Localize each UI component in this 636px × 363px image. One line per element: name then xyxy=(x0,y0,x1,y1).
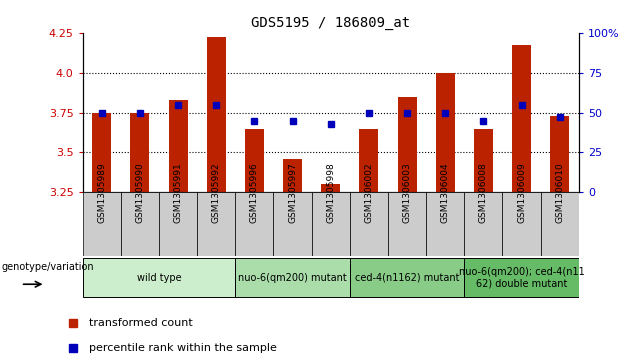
Text: nuo-6(qm200); ced-4(n11
62) double mutant: nuo-6(qm200); ced-4(n11 62) double mutan… xyxy=(459,267,584,289)
Text: transformed count: transformed count xyxy=(89,318,193,328)
Bar xyxy=(550,116,569,192)
Text: GSM1305990: GSM1305990 xyxy=(135,162,144,223)
FancyBboxPatch shape xyxy=(541,192,579,256)
Text: wild type: wild type xyxy=(137,273,181,283)
Title: GDS5195 / 186809_at: GDS5195 / 186809_at xyxy=(251,16,410,30)
FancyBboxPatch shape xyxy=(464,192,502,256)
Text: ced-4(n1162) mutant: ced-4(n1162) mutant xyxy=(355,273,459,283)
Text: GSM1305996: GSM1305996 xyxy=(250,162,259,223)
Bar xyxy=(321,184,340,192)
Bar xyxy=(283,159,302,192)
Bar xyxy=(436,73,455,192)
Text: GSM1305989: GSM1305989 xyxy=(97,162,106,223)
Text: GSM1305998: GSM1305998 xyxy=(326,162,335,223)
FancyBboxPatch shape xyxy=(312,192,350,256)
Text: GSM1306008: GSM1306008 xyxy=(479,162,488,223)
FancyBboxPatch shape xyxy=(235,192,273,256)
Text: GSM1305991: GSM1305991 xyxy=(174,162,183,223)
FancyBboxPatch shape xyxy=(235,258,350,297)
Text: GSM1306002: GSM1306002 xyxy=(364,162,373,223)
Text: percentile rank within the sample: percentile rank within the sample xyxy=(89,343,277,353)
FancyBboxPatch shape xyxy=(159,192,197,256)
Bar xyxy=(512,45,531,192)
Text: GSM1305992: GSM1305992 xyxy=(212,162,221,223)
FancyBboxPatch shape xyxy=(350,192,388,256)
Text: GSM1306009: GSM1306009 xyxy=(517,162,526,223)
Bar xyxy=(92,113,111,192)
Bar xyxy=(245,129,264,192)
FancyBboxPatch shape xyxy=(273,192,312,256)
Text: nuo-6(qm200) mutant: nuo-6(qm200) mutant xyxy=(238,273,347,283)
Bar xyxy=(359,129,378,192)
FancyBboxPatch shape xyxy=(350,258,464,297)
FancyBboxPatch shape xyxy=(83,192,121,256)
Text: GSM1306010: GSM1306010 xyxy=(555,162,564,223)
Bar xyxy=(474,129,493,192)
Text: GSM1305997: GSM1305997 xyxy=(288,162,297,223)
Text: GSM1306004: GSM1306004 xyxy=(441,162,450,223)
FancyBboxPatch shape xyxy=(197,192,235,256)
FancyBboxPatch shape xyxy=(83,258,235,297)
Bar xyxy=(169,100,188,192)
Bar xyxy=(207,37,226,192)
FancyBboxPatch shape xyxy=(502,192,541,256)
FancyBboxPatch shape xyxy=(464,258,579,297)
Text: GSM1306003: GSM1306003 xyxy=(403,162,411,223)
FancyBboxPatch shape xyxy=(388,192,426,256)
FancyBboxPatch shape xyxy=(426,192,464,256)
Bar xyxy=(398,97,417,192)
Bar xyxy=(130,113,149,192)
FancyBboxPatch shape xyxy=(121,192,159,256)
Text: genotype/variation: genotype/variation xyxy=(2,262,94,272)
